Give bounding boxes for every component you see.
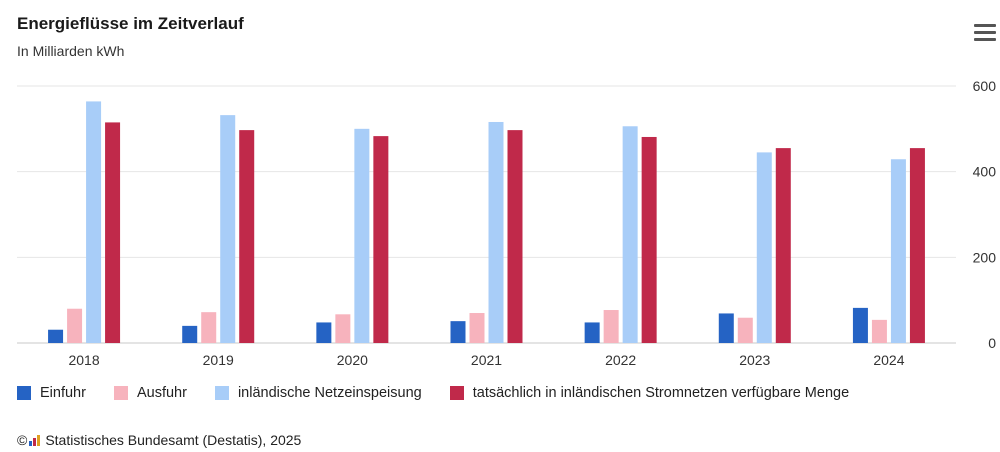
legend-label: Ausfuhr bbox=[136, 385, 187, 401]
legend-swatch bbox=[449, 386, 464, 400]
bar-2019-tatsächlich in inländischen Stromnetzen verfügbare Menge[interactable] bbox=[239, 130, 255, 343]
legend-label: inländische Netzeinspeisung bbox=[237, 385, 422, 401]
bar-2022-tatsächlich in inländischen Stromnetzen verfügbare Menge[interactable] bbox=[641, 136, 657, 343]
x-axis-ticks: 2018 2019 2020 2021 2022 2023 2024 bbox=[68, 352, 904, 368]
bar-2023-inländische Netzeinspeisung[interactable] bbox=[756, 152, 772, 343]
menu-icon-line bbox=[974, 38, 996, 41]
x-tick-label: 2024 bbox=[873, 352, 904, 368]
bar-2022-inländische Netzeinspeisung[interactable] bbox=[622, 126, 638, 343]
legend-swatch bbox=[214, 386, 229, 400]
y-tick-label: 200 bbox=[973, 249, 997, 265]
legend-item[interactable]: Einfuhr bbox=[17, 385, 86, 401]
legend-label: tatsächlich in inländischen Stromnetzen … bbox=[472, 385, 850, 401]
legend: Einfuhr Ausfuhr inländische Netzeinspeisun… bbox=[17, 385, 877, 401]
legend-label: Einfuhr bbox=[40, 385, 86, 401]
y-axis-ticks: 0 200 400 600 bbox=[973, 78, 997, 351]
destatis-logo-icon bbox=[29, 434, 41, 446]
legend-item[interactable]: tatsächlich in inländischen Stromnetzen … bbox=[449, 385, 850, 401]
copyright-symbol: © bbox=[17, 432, 28, 448]
chart-title: Energieflüsse im Zeitverlauf bbox=[17, 14, 244, 33]
bar-2018-tatsächlich in inländischen Stromnetzen verfügbare Menge[interactable] bbox=[105, 122, 121, 344]
bar-2021-Ausfuhr[interactable] bbox=[469, 313, 485, 343]
y-tick-label: 0 bbox=[988, 335, 996, 351]
legend-swatch bbox=[113, 386, 128, 400]
bar-2019-Einfuhr[interactable] bbox=[182, 325, 198, 343]
chart-subtitle: In Milliarden kWh bbox=[17, 43, 125, 59]
menu-icon[interactable] bbox=[974, 24, 996, 42]
bar-2023-Einfuhr[interactable] bbox=[718, 313, 734, 343]
y-tick-label: 400 bbox=[973, 164, 997, 180]
bar-2024-Einfuhr[interactable] bbox=[852, 307, 868, 343]
bar-2021-inländische Netzeinspeisung[interactable] bbox=[488, 121, 504, 343]
x-tick-label: 2019 bbox=[203, 352, 234, 368]
bar-2024-Ausfuhr[interactable] bbox=[871, 319, 887, 343]
bar-2023-tatsächlich in inländischen Stromnetzen verfügbare Menge[interactable] bbox=[775, 148, 791, 343]
menu-icon-line bbox=[974, 24, 996, 27]
bar-2018-Einfuhr[interactable] bbox=[48, 329, 64, 343]
y-tick-label: 600 bbox=[973, 78, 997, 94]
legend-item[interactable]: Ausfuhr bbox=[113, 385, 187, 401]
legend-item[interactable]: inländische Netzeinspeisung bbox=[214, 385, 422, 401]
x-tick-label: 2020 bbox=[337, 352, 368, 368]
bar-chart: 2018 2019 2020 2021 2022 2023 2024 0 200 400 600 bbox=[17, 78, 997, 368]
credits[interactable]: © Statistisches Bundesamt (Destatis), 20… bbox=[17, 432, 301, 448]
x-tick-label: 2018 bbox=[68, 352, 99, 368]
x-tick-label: 2022 bbox=[605, 352, 636, 368]
menu-icon-line bbox=[974, 31, 996, 34]
bar-2024-inländische Netzeinspeisung[interactable] bbox=[890, 159, 906, 343]
bar-2024-tatsächlich in inländischen Stromnetzen verfügbare Menge[interactable] bbox=[909, 148, 925, 343]
legend-swatch bbox=[17, 386, 31, 400]
bar-2022-Einfuhr[interactable] bbox=[584, 322, 600, 343]
bar-2020-Einfuhr[interactable] bbox=[316, 322, 332, 343]
x-tick-label: 2021 bbox=[471, 352, 502, 368]
bar-2020-tatsächlich in inländischen Stromnetzen verfügbare Menge[interactable] bbox=[373, 136, 389, 343]
bar-2019-inländische Netzeinspeisung[interactable] bbox=[220, 115, 236, 343]
bar-2019-Ausfuhr[interactable] bbox=[201, 312, 217, 343]
bar-2020-Ausfuhr[interactable] bbox=[335, 314, 351, 343]
credits-text: Statistisches Bundesamt (Destatis), 2025 bbox=[45, 432, 302, 448]
bar-2021-Einfuhr[interactable] bbox=[450, 321, 466, 343]
bar-2022-Ausfuhr[interactable] bbox=[603, 310, 619, 343]
bar-2023-Ausfuhr[interactable] bbox=[737, 317, 753, 343]
bar-2021-tatsächlich in inländischen Stromnetzen verfügbare Menge[interactable] bbox=[507, 130, 523, 343]
bar-2018-inländische Netzeinspeisung[interactable] bbox=[86, 101, 102, 343]
bar-2018-Ausfuhr[interactable] bbox=[67, 308, 83, 343]
x-tick-label: 2023 bbox=[739, 352, 770, 368]
gridlines bbox=[17, 85, 956, 344]
bars bbox=[48, 101, 925, 344]
bar-2020-inländische Netzeinspeisung[interactable] bbox=[354, 128, 370, 343]
